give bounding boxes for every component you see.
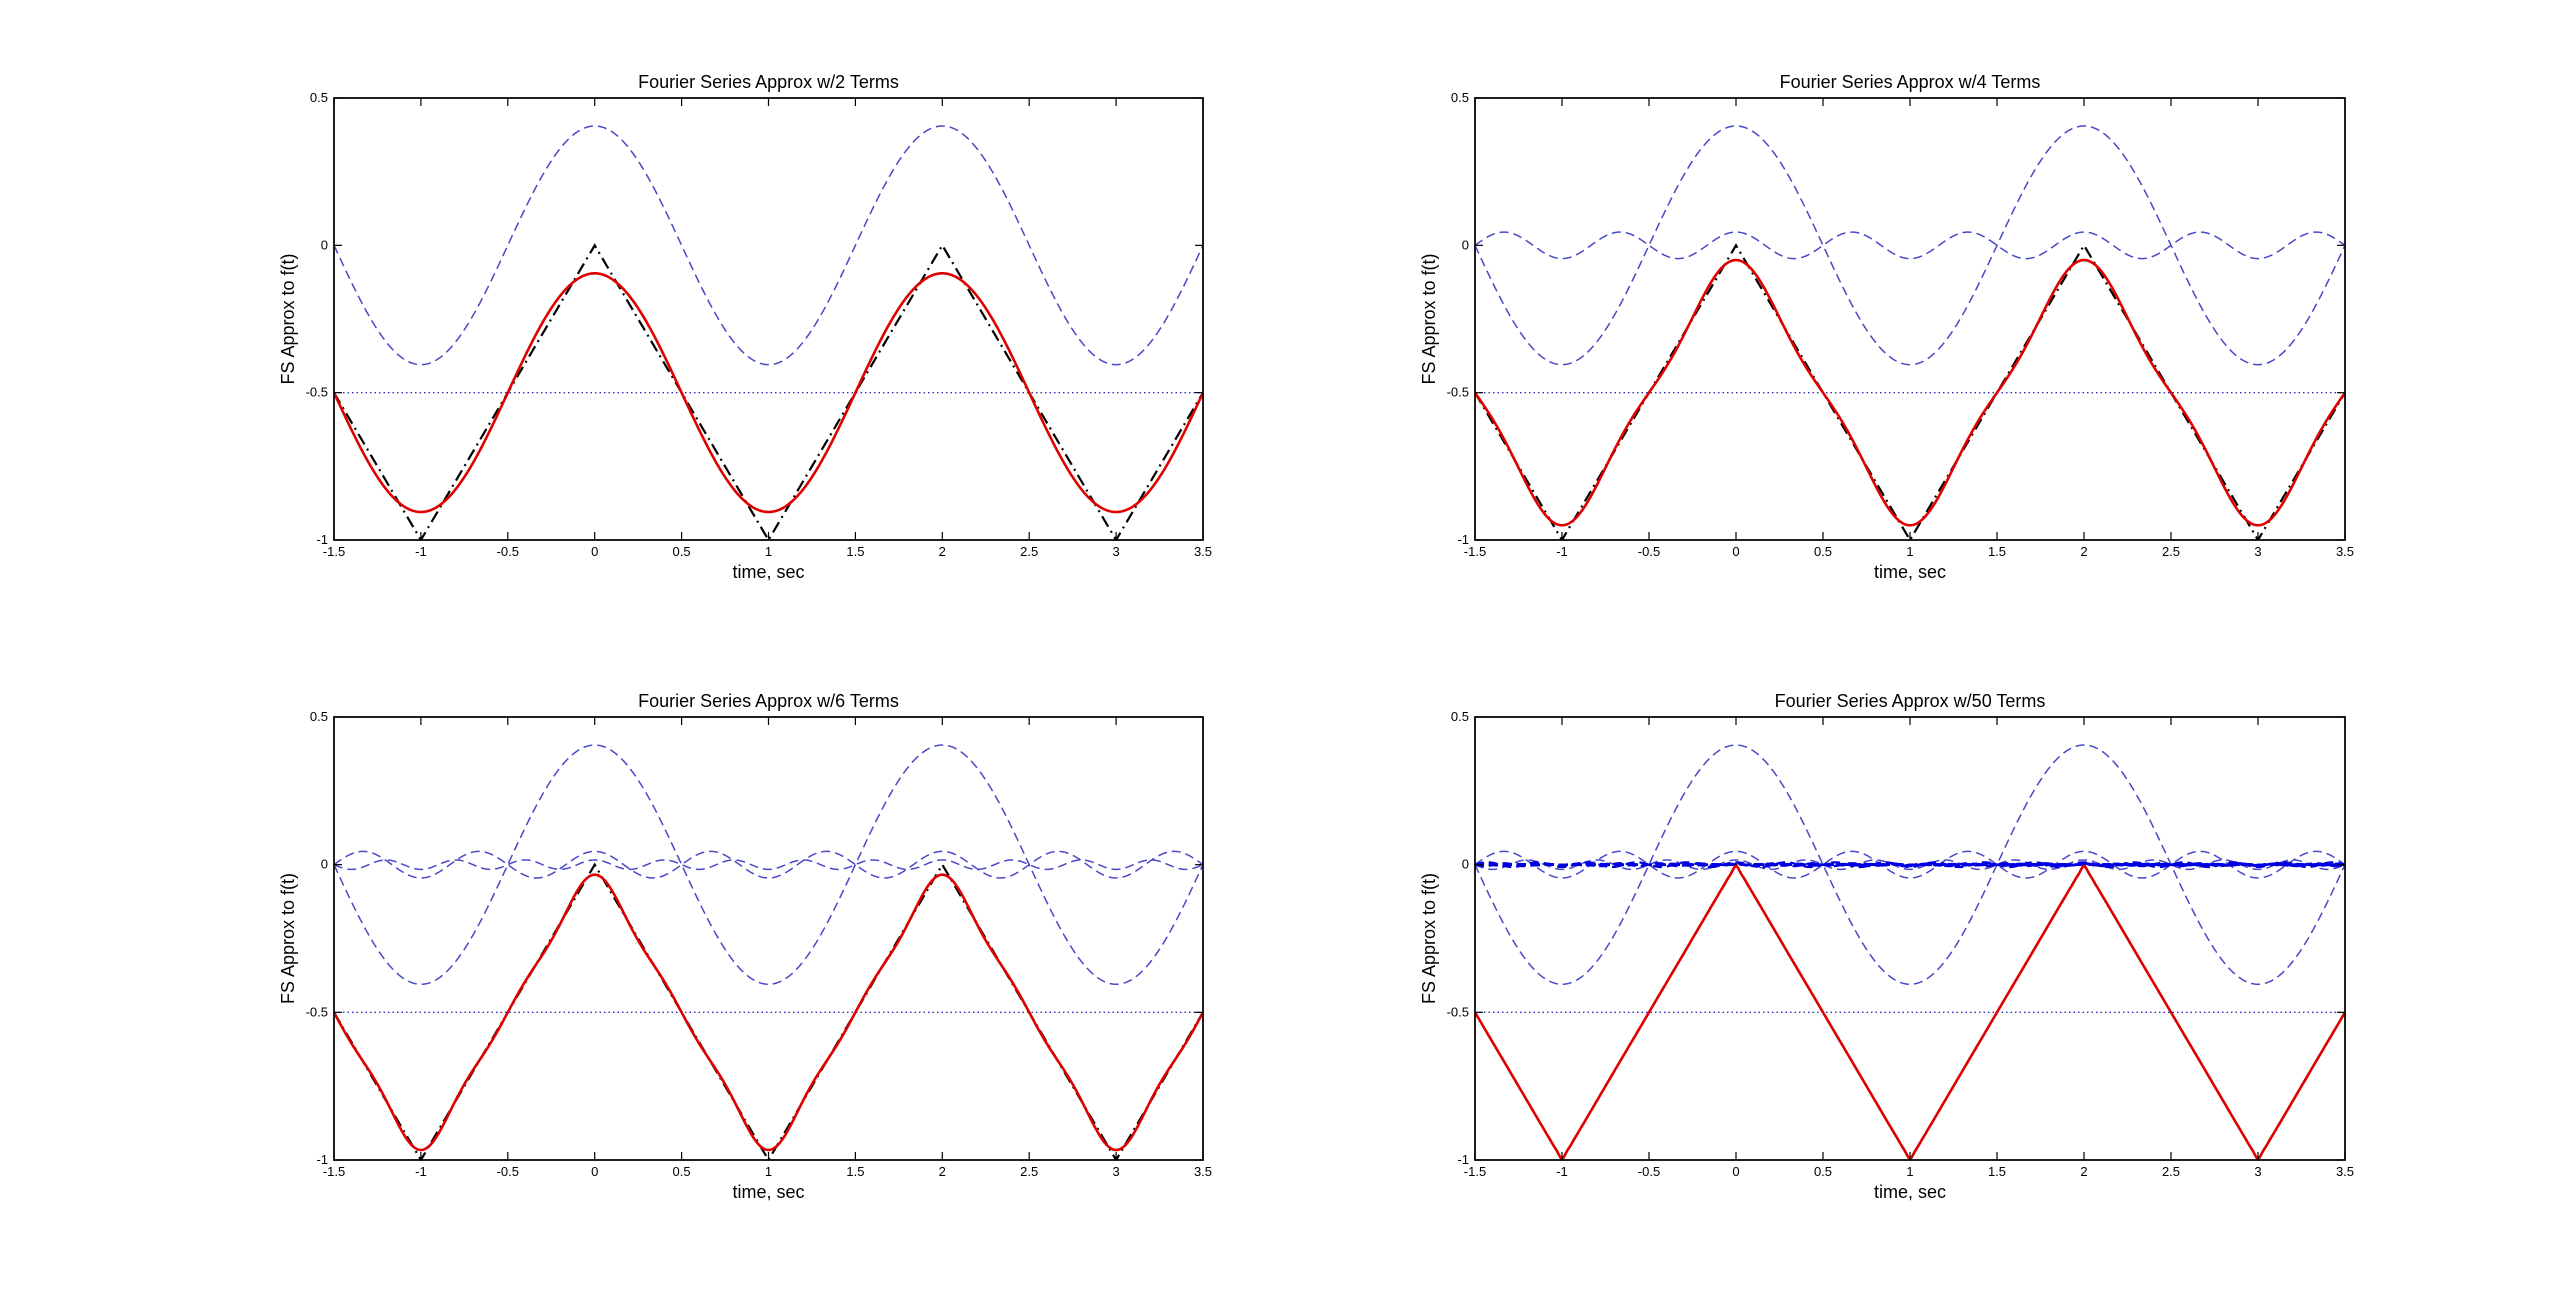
x-tick-label: -1.5 <box>1464 544 1486 559</box>
chart-title: Fourier Series Approx w/50 Terms <box>1775 691 2046 711</box>
chart-title: Fourier Series Approx w/4 Terms <box>1780 72 2041 92</box>
axes-frame <box>1474 716 2346 1161</box>
x-tick-label: 0 <box>1732 544 1739 559</box>
x-tick-label: -0.5 <box>1638 544 1660 559</box>
x-tick-label: -1 <box>1556 1164 1568 1179</box>
y-tick-label: -0.5 <box>306 385 328 400</box>
chart-title: Fourier Series Approx w/2 Terms <box>638 72 899 92</box>
y-tick-label: 0 <box>1462 237 1469 252</box>
x-tick-label: 3 <box>1112 544 1119 559</box>
x-tick-label: 3.5 <box>1194 1164 1212 1179</box>
x-tick-label: 3.5 <box>1194 544 1212 559</box>
x-tick-label: 2 <box>2080 544 2087 559</box>
harmonic-1-series <box>1475 744 2345 986</box>
original-signal-series <box>334 243 1203 540</box>
subplot-1: -1.5 -1 -0.5 0 0.5 1 1.5 2 2.5 3 3.5-1-0.500.5Four… <box>278 72 1212 582</box>
harmonic-5-series <box>334 859 1203 871</box>
x-tick-label: 2.5 <box>1020 544 1038 559</box>
x-tick-label: 0.5 <box>1814 544 1832 559</box>
x-tick-label: 3.5 <box>2336 1164 2354 1179</box>
x-axis-label: time, sec <box>1874 562 1946 582</box>
x-tick-label: 0 <box>591 1164 598 1179</box>
y-axis-label: FS Approx to f(t) <box>278 873 298 1004</box>
x-tick-label: 1 <box>1906 544 1913 559</box>
x-tick-label: -1 <box>1556 544 1568 559</box>
harmonic-1-series <box>334 744 1203 986</box>
harmonic-3-series <box>1475 850 2345 879</box>
x-tick-label: 0 <box>1732 1164 1739 1179</box>
subplot-3: -1.5 -1 -0.5 0 0.5 1 1.5 2 2.5 3 3.5-1-0.500.5Four… <box>278 691 1212 1202</box>
x-tick-label: 3.5 <box>2336 544 2354 559</box>
x-tick-label: 2.5 <box>1020 1164 1038 1179</box>
harmonic-3-series <box>1475 231 2345 260</box>
x-tick-label: 0.5 <box>673 1164 691 1179</box>
x-tick-label: 2.5 <box>2162 1164 2180 1179</box>
x-tick-label: 3 <box>2254 544 2261 559</box>
y-axis-label: FS Approx to f(t) <box>1419 253 1439 384</box>
fourier-approximation-series <box>1475 258 2345 527</box>
x-tick-label: 3 <box>1112 1164 1119 1179</box>
x-tick-label: 0.5 <box>1814 1164 1832 1179</box>
x-axis-label: time, sec <box>732 1182 804 1202</box>
x-tick-label: 0 <box>591 544 598 559</box>
y-axis-label: FS Approx to f(t) <box>278 253 298 384</box>
x-tick-label: -1 <box>415 1164 427 1179</box>
y-tick-label: 0.5 <box>310 709 328 724</box>
plot-area <box>334 744 1203 1160</box>
x-tick-label: 2.5 <box>2162 544 2180 559</box>
y-tick-label: -1 <box>1457 1152 1469 1167</box>
x-tick-label: 1.5 <box>846 544 864 559</box>
chart-title: Fourier Series Approx w/6 Terms <box>638 691 899 711</box>
x-tick-label: 2 <box>939 1164 946 1179</box>
y-tick-label: 0 <box>1462 857 1469 872</box>
y-tick-label: 0.5 <box>1451 709 1469 724</box>
y-axis-label: FS Approx to f(t) <box>1419 873 1439 1004</box>
x-tick-label: 0.5 <box>673 544 691 559</box>
harmonic-1-series <box>1475 125 2345 366</box>
plot-area <box>1475 125 2345 540</box>
harmonic-3-series <box>334 850 1203 879</box>
x-tick-label: 1 <box>765 544 772 559</box>
axes-frame <box>333 97 1204 541</box>
x-tick-label: 2 <box>939 544 946 559</box>
x-tick-label: -1.5 <box>323 1164 345 1179</box>
x-tick-label: 1 <box>1906 1164 1913 1179</box>
x-axis-label: time, sec <box>1874 1182 1946 1202</box>
axes-frame <box>1474 97 2346 541</box>
x-tick-label: 1.5 <box>846 1164 864 1179</box>
y-tick-label: 0 <box>321 237 328 252</box>
subplot-4: -1.5 -1 -0.5 0 0.5 1 1.5 2 2.5 3 3.5-1-0.500.5Four… <box>1419 691 2354 1202</box>
y-tick-label: -1 <box>316 1152 328 1167</box>
y-tick-label: 0.5 <box>310 90 328 105</box>
fourier-approximation-series <box>334 873 1203 1152</box>
y-tick-label: -0.5 <box>1447 1004 1469 1019</box>
y-tick-label: -1 <box>316 532 328 547</box>
y-tick-label: 0 <box>321 857 328 872</box>
y-tick-label: -0.5 <box>1447 385 1469 400</box>
x-tick-label: -0.5 <box>1638 1164 1660 1179</box>
x-tick-label: 1.5 <box>1988 544 2006 559</box>
harmonic-5-series <box>1475 859 2345 871</box>
fourier-approximation-series <box>334 272 1203 514</box>
x-tick-label: -0.5 <box>497 544 519 559</box>
axes-frame <box>333 716 1204 1161</box>
x-tick-label: -1.5 <box>323 544 345 559</box>
x-tick-label: -1.5 <box>1464 1164 1486 1179</box>
subplot-2: -1.5 -1 -0.5 0 0.5 1 1.5 2 2.5 3 3.5-1-0.500.5Four… <box>1419 72 2354 582</box>
x-tick-label: 1.5 <box>1988 1164 2006 1179</box>
y-tick-label: -0.5 <box>306 1004 328 1019</box>
x-tick-label: -0.5 <box>497 1164 519 1179</box>
x-tick-label: 2 <box>2080 1164 2087 1179</box>
y-tick-label: 0.5 <box>1451 90 1469 105</box>
x-tick-label: 3 <box>2254 1164 2261 1179</box>
plot-area <box>1475 744 2345 1160</box>
y-tick-label: -1 <box>1457 532 1469 547</box>
harmonic-1-series <box>334 125 1203 366</box>
x-tick-label: 1 <box>765 1164 772 1179</box>
plot-area <box>334 125 1203 540</box>
x-axis-label: time, sec <box>732 562 804 582</box>
x-tick-label: -1 <box>415 544 427 559</box>
